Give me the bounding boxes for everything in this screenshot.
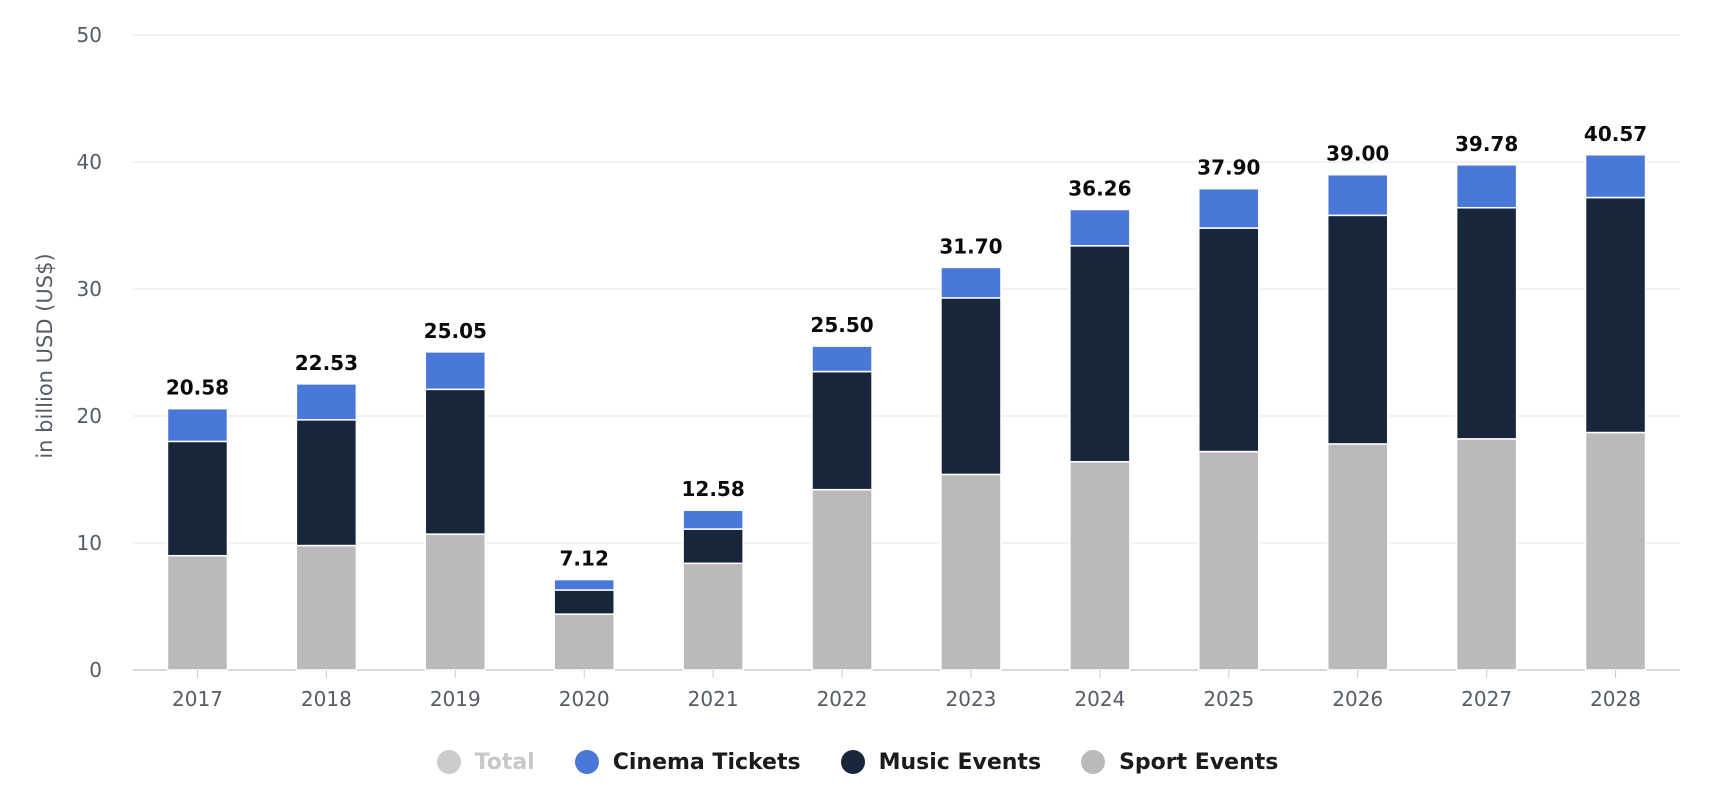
bar-segment-cinema-tickets	[1069, 208, 1131, 247]
bar-segment-cinema-tickets	[1584, 154, 1647, 199]
bar-segment-sport-events	[1198, 450, 1260, 671]
y-tick-label: 0	[89, 658, 102, 682]
bar-segment-music-events	[1069, 245, 1131, 463]
y-tick-label: 40	[77, 150, 102, 174]
bar-segment-sport-events	[295, 544, 358, 671]
total-data-label: 36.26	[1068, 176, 1131, 200]
bar-segment-cinema-tickets	[553, 578, 615, 591]
legend-marker	[1081, 750, 1106, 774]
total-data-label: 39.00	[1326, 142, 1389, 166]
bars	[166, 154, 1647, 671]
y-tick-label: 10	[77, 531, 102, 555]
bar-segment-music-events	[811, 370, 873, 491]
legend-item-total[interactable]: Total	[436, 749, 535, 775]
bar-segment-music-events	[166, 440, 229, 557]
x-tick-label: 2020	[559, 687, 610, 711]
y-tick-label: 30	[77, 277, 102, 301]
total-data-label: 20.58	[166, 376, 229, 400]
legend-label: Music Events	[878, 749, 1042, 775]
bar-segment-cinema-tickets	[295, 383, 358, 421]
bar-segment-cinema-tickets	[1198, 187, 1260, 229]
total-labels: 20.58 22.53 25.05 7.12 12.58 25.50 31.70 36.26 3…	[166, 122, 1647, 571]
bar-segment-sport-events	[1455, 438, 1518, 671]
gridlines	[133, 34, 1680, 671]
bar-segment-sport-events	[682, 562, 744, 671]
total-data-label: 7.12	[560, 547, 609, 571]
x-tick-label: 2017	[172, 687, 223, 711]
x-tick-label: 2021	[688, 687, 739, 711]
bar-segment-music-events	[1455, 206, 1518, 440]
x-tick-label: 2019	[430, 687, 481, 711]
y-tick-label: 20	[77, 404, 102, 428]
x-tick-label: 2026	[1332, 687, 1383, 711]
x-tick-label: 2027	[1461, 687, 1512, 711]
bar-segment-sport-events	[166, 554, 229, 671]
legend-marker	[436, 750, 461, 774]
bar-segment-music-events	[553, 589, 615, 615]
x-axis-ticks: 2017 2018 2019 2020 2021 2022 2023 2024 2025 2026…	[172, 670, 1641, 711]
legend-label: Total	[474, 749, 535, 775]
bar-segment-cinema-tickets	[424, 351, 487, 391]
x-tick-label: 2028	[1590, 687, 1641, 711]
y-axis-label: in billion USD (US$)	[33, 253, 57, 458]
x-tick-label: 2025	[1203, 687, 1254, 711]
bar-segment-music-events	[940, 297, 1002, 476]
bar-segment-sport-events	[1326, 443, 1389, 671]
x-tick-label: 2023	[946, 687, 997, 711]
y-tick-label: 50	[77, 23, 102, 47]
bar-segment-music-events	[1326, 214, 1389, 445]
bar-segment-music-events	[424, 388, 487, 535]
x-tick-label: 2018	[301, 687, 352, 711]
bar-segment-cinema-tickets	[1455, 164, 1518, 209]
legend-label: Cinema Tickets	[612, 749, 801, 775]
legend-label: Sport Events	[1119, 749, 1279, 775]
bar-segment-music-events	[1198, 227, 1260, 453]
bar-segment-sport-events	[940, 473, 1002, 671]
bar-segment-music-events	[682, 528, 744, 565]
bar-segment-sport-events	[1584, 431, 1647, 671]
bar-segment-cinema-tickets	[166, 407, 229, 443]
legend-marker	[840, 750, 865, 774]
y-axis-ticks: 0 10 20 30 40 50	[77, 23, 102, 682]
total-data-label: 31.70	[939, 234, 1002, 258]
bar-segment-sport-events	[1069, 460, 1131, 671]
bar-segment-sport-events	[553, 613, 615, 671]
total-data-label: 12.58	[681, 477, 744, 501]
bar-segment-cinema-tickets	[1326, 173, 1389, 217]
legend: Total Cinema Tickets Music Events Sport …	[0, 742, 1715, 782]
legend-marker	[574, 750, 599, 774]
total-data-label: 25.50	[810, 313, 873, 337]
legend-item-cinema-tickets[interactable]: Cinema Tickets	[574, 749, 801, 775]
total-data-label: 40.57	[1584, 122, 1647, 146]
legend-item-sport-events[interactable]: Sport Events	[1081, 750, 1278, 775]
x-tick-label: 2024	[1074, 687, 1125, 711]
bar-segment-cinema-tickets	[811, 345, 873, 373]
x-tick-label: 2022	[817, 687, 868, 711]
total-data-label: 37.90	[1197, 156, 1260, 180]
bar-segment-sport-events	[811, 488, 873, 671]
legend-item-music-events[interactable]: Music Events	[840, 749, 1042, 775]
bar-segment-cinema-tickets	[682, 509, 744, 530]
bar-segment-cinema-tickets	[940, 266, 1002, 299]
bar-segment-music-events	[1584, 196, 1647, 434]
total-data-label: 39.78	[1455, 132, 1518, 156]
total-data-label: 25.05	[424, 319, 487, 343]
bar-segment-sport-events	[424, 533, 487, 671]
total-data-label: 22.53	[295, 351, 358, 375]
bar-segment-music-events	[295, 419, 358, 547]
